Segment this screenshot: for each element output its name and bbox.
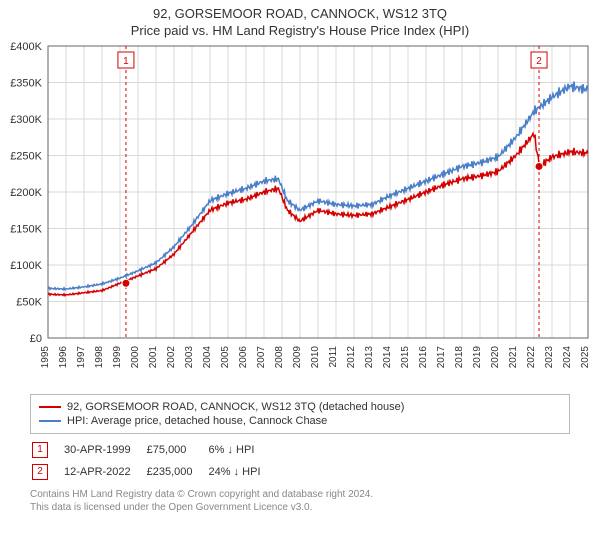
svg-text:1997: 1997 [76, 346, 87, 369]
credit-line-1: Contains HM Land Registry data © Crown c… [30, 488, 570, 501]
svg-text:2023: 2023 [544, 346, 555, 369]
markers-table: 130-APR-1999£75,0006% ↓ HPI212-APR-2022£… [30, 438, 277, 484]
svg-text:£150K: £150K [10, 224, 42, 236]
marker-row: 130-APR-1999£75,0006% ↓ HPI [32, 440, 275, 460]
svg-text:2008: 2008 [274, 346, 285, 369]
marker-row: 212-APR-2022£235,00024% ↓ HPI [32, 462, 275, 482]
svg-text:2001: 2001 [148, 346, 159, 369]
title-address: 92, GORSEMOOR ROAD, CANNOCK, WS12 3TQ [0, 6, 600, 21]
legend: 92, GORSEMOOR ROAD, CANNOCK, WS12 3TQ (d… [30, 394, 570, 434]
svg-text:£200K: £200K [10, 187, 42, 199]
svg-text:2005: 2005 [220, 346, 231, 369]
svg-text:2015: 2015 [400, 346, 411, 369]
svg-text:2012: 2012 [346, 346, 357, 369]
svg-text:£250K: £250K [10, 151, 42, 163]
legend-label-2: HPI: Average price, detached house, Cann… [67, 415, 327, 427]
svg-text:£50K: £50K [16, 297, 42, 309]
svg-text:2013: 2013 [364, 346, 375, 369]
svg-text:2007: 2007 [256, 346, 267, 369]
svg-text:1995: 1995 [40, 346, 51, 369]
svg-text:2024: 2024 [562, 346, 573, 369]
svg-text:2011: 2011 [328, 346, 339, 368]
credit-line-2: This data is licensed under the Open Gov… [30, 501, 570, 514]
svg-text:£350K: £350K [10, 78, 42, 90]
svg-text:2020: 2020 [490, 346, 501, 369]
svg-text:2018: 2018 [454, 346, 465, 369]
svg-text:1999: 1999 [112, 346, 123, 369]
svg-text:1996: 1996 [58, 346, 69, 369]
svg-text:2017: 2017 [436, 346, 447, 369]
credit-text: Contains HM Land Registry data © Crown c… [30, 488, 570, 514]
legend-swatch-1 [39, 406, 61, 408]
svg-text:2: 2 [536, 56, 542, 67]
svg-text:£0: £0 [30, 333, 42, 345]
svg-text:2002: 2002 [166, 346, 177, 369]
svg-text:2019: 2019 [472, 346, 483, 369]
svg-text:£400K: £400K [10, 41, 42, 53]
price-chart: £0 £50K £100K £150K £200K £250K £300K £350K £400… [0, 38, 600, 388]
svg-text:1998: 1998 [94, 346, 105, 369]
svg-text:£300K: £300K [10, 114, 42, 126]
legend-label-1: 92, GORSEMOOR ROAD, CANNOCK, WS12 3TQ (d… [67, 401, 404, 413]
svg-text:2021: 2021 [508, 346, 519, 369]
svg-text:2006: 2006 [238, 346, 249, 369]
svg-text:£100K: £100K [10, 260, 42, 272]
svg-text:2022: 2022 [526, 346, 537, 369]
svg-text:2009: 2009 [292, 346, 303, 369]
svg-text:1: 1 [123, 56, 129, 67]
svg-text:2003: 2003 [184, 346, 195, 369]
svg-text:2010: 2010 [310, 346, 321, 369]
legend-swatch-2 [39, 420, 61, 422]
svg-text:2004: 2004 [202, 346, 213, 369]
svg-text:2025: 2025 [580, 346, 591, 369]
svg-text:2016: 2016 [418, 346, 429, 369]
svg-text:2014: 2014 [382, 346, 393, 369]
title-subtitle: Price paid vs. HM Land Registry's House … [0, 23, 600, 38]
svg-text:2000: 2000 [130, 346, 141, 369]
